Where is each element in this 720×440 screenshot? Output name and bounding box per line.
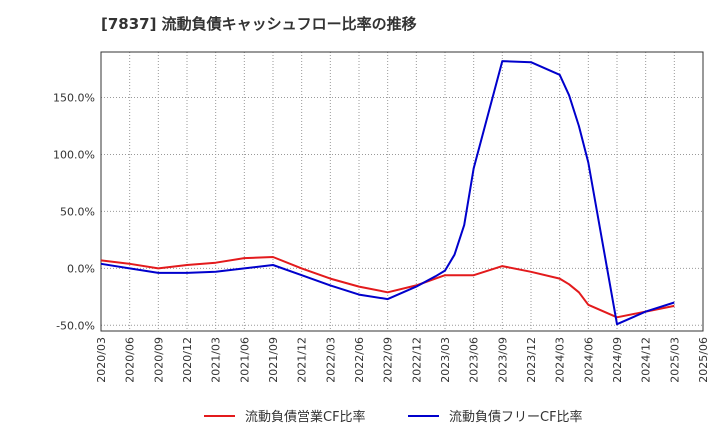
x-tick-label: 2024/03 <box>554 337 567 383</box>
y-tick-label: -50.0% <box>56 319 95 332</box>
x-tick-label: 2024/06 <box>582 337 595 383</box>
x-tick-label: 2022/09 <box>382 337 395 383</box>
x-tick-label: 2020/06 <box>124 337 137 383</box>
plot-area <box>101 52 703 331</box>
x-tick-label: 2025/03 <box>668 337 681 383</box>
x-tick-label: 2023/06 <box>468 337 481 383</box>
x-tick-label: 2022/12 <box>410 337 423 383</box>
x-tick-label: 2025/06 <box>697 337 710 383</box>
plot-border <box>100 51 704 332</box>
x-tick-label: 2024/12 <box>640 337 653 383</box>
legend-label-2: 流動負債フリーCF比率 <box>449 409 583 425</box>
x-tick-label: 2020/03 <box>95 337 108 383</box>
x-tick-label: 2021/12 <box>296 337 309 383</box>
x-tick-label: 2023/03 <box>439 337 452 383</box>
x-tick-label: 2021/03 <box>210 337 223 383</box>
x-tick-label: 2021/06 <box>238 337 251 383</box>
x-tick-label: 2022/03 <box>324 337 337 383</box>
x-tick-label: 2023/12 <box>525 337 538 383</box>
y-tick-label: 50.0% <box>60 205 95 218</box>
y-tick-label: 150.0% <box>53 92 95 105</box>
series-line-2 <box>100 60 675 326</box>
x-tick-label: 2023/09 <box>496 337 509 383</box>
legend-label-1: 流動負債営業CF比率 <box>245 409 366 425</box>
x-tick-label: 2020/12 <box>181 337 194 383</box>
x-tick-label: 2021/09 <box>267 337 280 383</box>
y-tick-label: 100.0% <box>53 148 95 161</box>
x-tick-label: 2020/09 <box>152 337 165 383</box>
x-tick-label: 2024/09 <box>611 337 624 383</box>
x-tick-label: 2022/06 <box>353 337 366 383</box>
chart-title: [7837] 流動負債キャッシュフロー比率の推移 <box>101 15 417 33</box>
y-tick-label: 0.0% <box>67 262 95 275</box>
